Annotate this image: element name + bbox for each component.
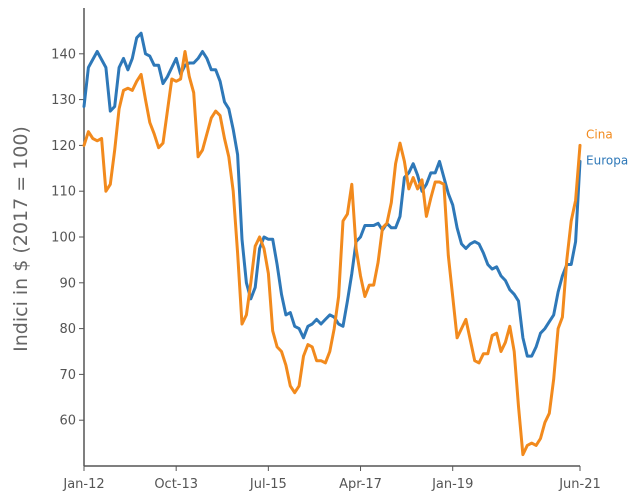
x-tick-label: Jan-12: [62, 477, 104, 492]
y-tick-label: 90: [59, 276, 76, 291]
x-axis: Jan-12 Oct-13 Jul-15 Apr-17 Jan-19 Jun-21: [62, 465, 601, 492]
x-tick-label: Jul-15: [249, 477, 287, 492]
y-tick-label: 140: [51, 47, 76, 62]
y-tick-label: 120: [51, 139, 76, 154]
y-tick-label: 130: [51, 93, 76, 108]
x-tick-label: Apr-17: [339, 477, 382, 492]
y-tick-label: 60: [59, 414, 76, 429]
series-line-cina: [82, 50, 582, 457]
series-label-europa: Europa: [586, 153, 628, 167]
y-tick-label: 100: [51, 231, 76, 246]
series-line-europa: [82, 31, 582, 358]
y-axis-title: Indici in $ (2017 = 100): [10, 126, 32, 352]
y-tick-label: 110: [51, 185, 76, 200]
series-labels: Europa Cina: [586, 127, 628, 167]
x-tick-label: Oct-13: [154, 477, 198, 492]
y-tick-label: 80: [59, 322, 76, 337]
y-tick-label: 70: [59, 368, 76, 383]
series-label-cina: Cina: [586, 127, 613, 141]
x-tick-label: Jan-19: [431, 477, 473, 492]
x-tick-label: Jun-21: [558, 477, 601, 492]
series-group: [82, 31, 582, 457]
y-axis: 60 70 80 90 100 110 120 130 140: [51, 8, 85, 466]
